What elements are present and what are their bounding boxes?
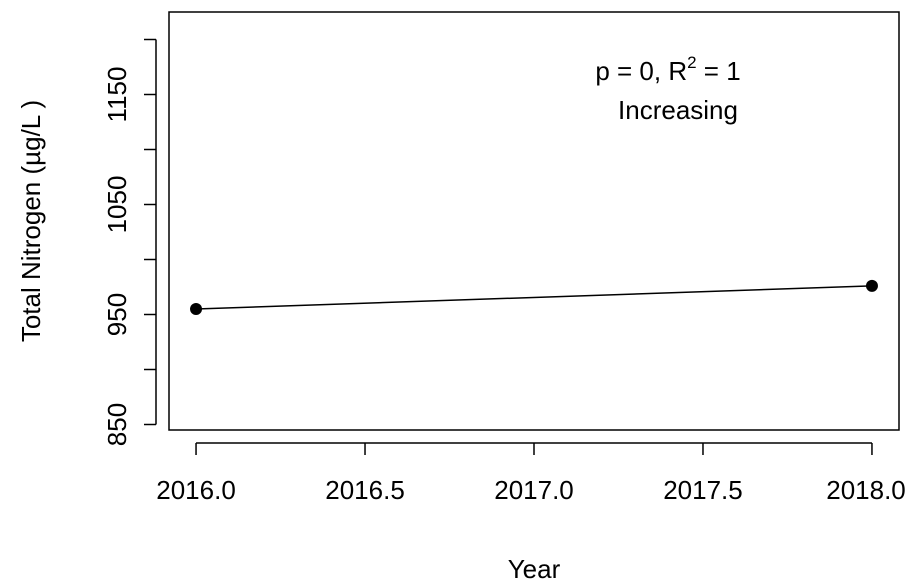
x-tick-label: 2016.5 — [325, 475, 405, 505]
y-tick-label: 850 — [102, 403, 132, 446]
y-axis-label: Total Nitrogen (µg/L ) — [16, 100, 46, 342]
stats-r-value: = 1 — [697, 56, 741, 86]
x-axis-label: Year — [508, 554, 561, 584]
x-tick-label: 2017.5 — [663, 475, 743, 505]
plot-frame — [168, 11, 900, 431]
x-tick-label: 2017.0 — [494, 475, 574, 505]
data-point — [865, 279, 878, 292]
stats-p-r: p = 0, R — [595, 56, 687, 86]
stats-annotation: p = 0, R2 = 1 — [595, 53, 740, 86]
x-tick-label: 2016.0 — [156, 475, 236, 505]
y-axis: 850 950 1050 1150 — [102, 38, 157, 446]
y-tick-label: 950 — [102, 293, 132, 336]
x-tick-label: 2018.0 — [826, 475, 906, 505]
data-point — [190, 303, 203, 315]
series-line — [196, 285, 872, 310]
x-axis: 2016.0 2016.5 2017.0 2017.5 2018.0 — [156, 442, 906, 505]
y-tick-label: 1050 — [102, 176, 132, 234]
stats-r-superscript: 2 — [687, 53, 696, 72]
series-layer — [190, 279, 878, 315]
trend-annotation: Increasing — [618, 95, 738, 125]
y-tick-label: 1150 — [102, 67, 132, 123]
